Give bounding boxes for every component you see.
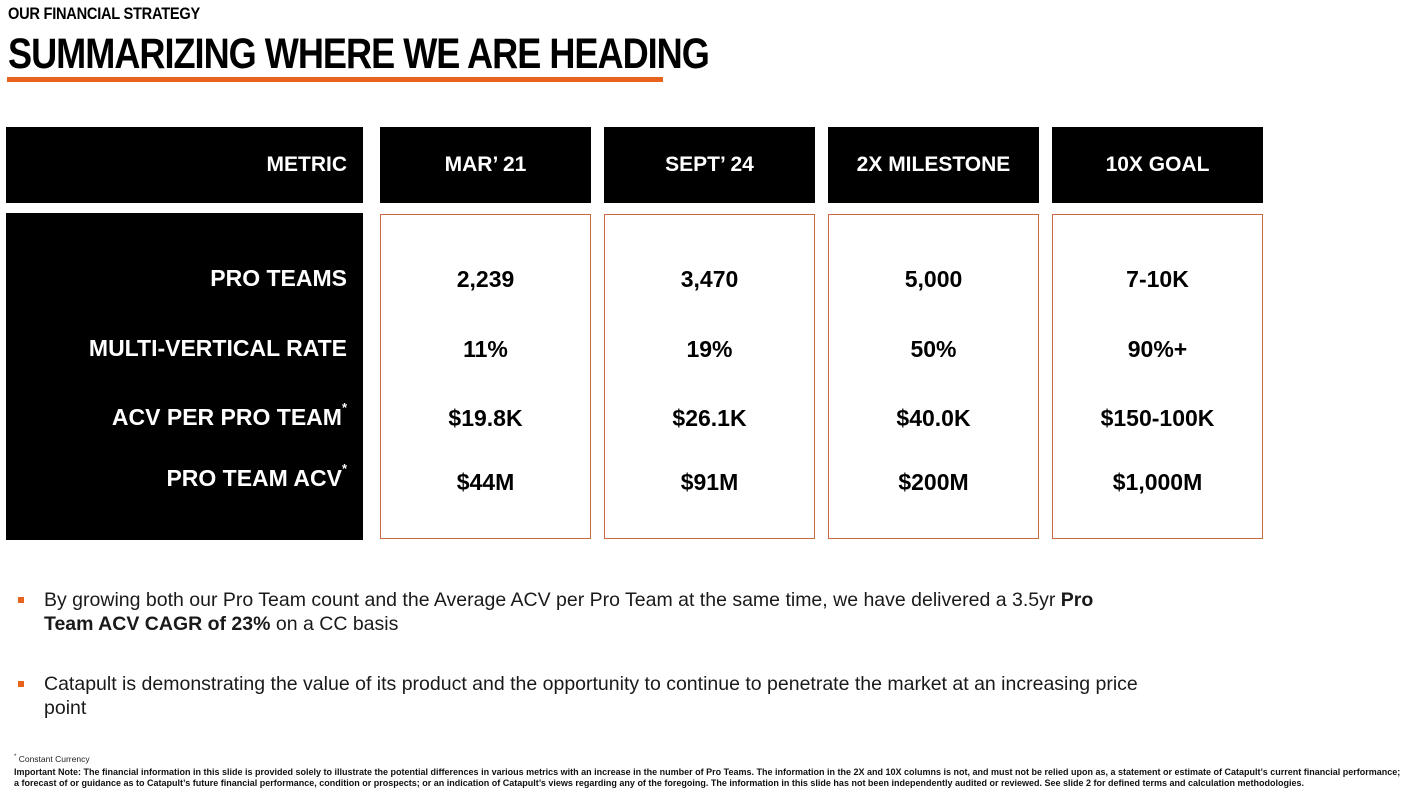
cell-value: $1,000M bbox=[1112, 469, 1203, 495]
cell-value: $44M bbox=[456, 469, 515, 495]
cell-value: 11% bbox=[463, 336, 508, 362]
column-header-label: MAR’ 21 bbox=[444, 153, 527, 176]
column-header-2x-milestone: 2X MILESTONE bbox=[828, 127, 1039, 203]
row-label-multi-vertical-rate: MULTI-VERTICAL RATE bbox=[88, 335, 347, 361]
column-header-metric: METRIC bbox=[6, 127, 363, 203]
cell-value: 90%+ bbox=[1127, 336, 1188, 362]
column-header-label: SEPT’ 24 bbox=[665, 153, 754, 176]
title-underline bbox=[7, 77, 663, 82]
column-header-mar21: MAR’ 21 bbox=[380, 127, 591, 203]
column-header-label: 10X GOAL bbox=[1105, 153, 1210, 176]
bullet-marker-icon bbox=[18, 597, 24, 603]
row-labels-panel: PRO TEAMS MULTI-VERTICAL RATE ACV PER PR… bbox=[6, 213, 363, 540]
bullet-marker-icon bbox=[18, 681, 24, 687]
cell-value: $150-100K bbox=[1100, 405, 1215, 431]
cell-value: 3,470 bbox=[680, 266, 739, 292]
column-header-label: 2X MILESTONE bbox=[856, 153, 1011, 176]
cell-value: 7-10K bbox=[1126, 266, 1189, 292]
column-mar21: 2,239 11% $19.8K $44M bbox=[380, 214, 591, 539]
page-title: SUMMARIZING WHERE WE ARE HEADING bbox=[8, 30, 710, 78]
cell-value: $26.1K bbox=[672, 405, 747, 431]
column-sept24: 3,470 19% $26.1K $91M bbox=[604, 214, 815, 539]
cell-value: 19% bbox=[686, 336, 733, 362]
bullet-text: Catapult is demonstrating the value of i… bbox=[44, 673, 1138, 719]
cell-value: $40.0K bbox=[896, 405, 971, 431]
row-label-pro-team-acv: PRO TEAM ACV* bbox=[166, 461, 347, 491]
row-label-pro-teams: PRO TEAMS bbox=[210, 265, 347, 291]
cell-value: 5,000 bbox=[904, 266, 963, 292]
row-label-acv-per-pro-team: ACV PER PRO TEAM* bbox=[111, 400, 347, 430]
cell-value: $91M bbox=[680, 469, 739, 495]
cell-value: $200M bbox=[898, 469, 969, 495]
footnote-constant-currency: * Constant Currency bbox=[14, 754, 90, 764]
bullet-item: Catapult is demonstrating the value of i… bbox=[18, 672, 1138, 720]
important-note: Important Note: The financial informatio… bbox=[14, 767, 1401, 788]
section-kicker: OUR FINANCIAL STRATEGY bbox=[8, 4, 200, 23]
cell-value: 50% bbox=[910, 336, 957, 362]
cell-value: 2,239 bbox=[456, 266, 515, 292]
column-2x-milestone: 5,000 50% $40.0K $200M bbox=[828, 214, 1039, 539]
column-header-sept24: SEPT’ 24 bbox=[604, 127, 815, 203]
bullet-item: By growing both our Pro Team count and t… bbox=[18, 588, 1138, 636]
column-10x-goal: 7-10K 90%+ $150-100K $1,000M bbox=[1052, 214, 1263, 539]
column-header-10x-goal: 10X GOAL bbox=[1052, 127, 1263, 203]
bullet-text: By growing both our Pro Team count and t… bbox=[44, 589, 1094, 635]
column-header-label: METRIC bbox=[266, 153, 348, 176]
cell-value: $19.8K bbox=[448, 405, 523, 431]
